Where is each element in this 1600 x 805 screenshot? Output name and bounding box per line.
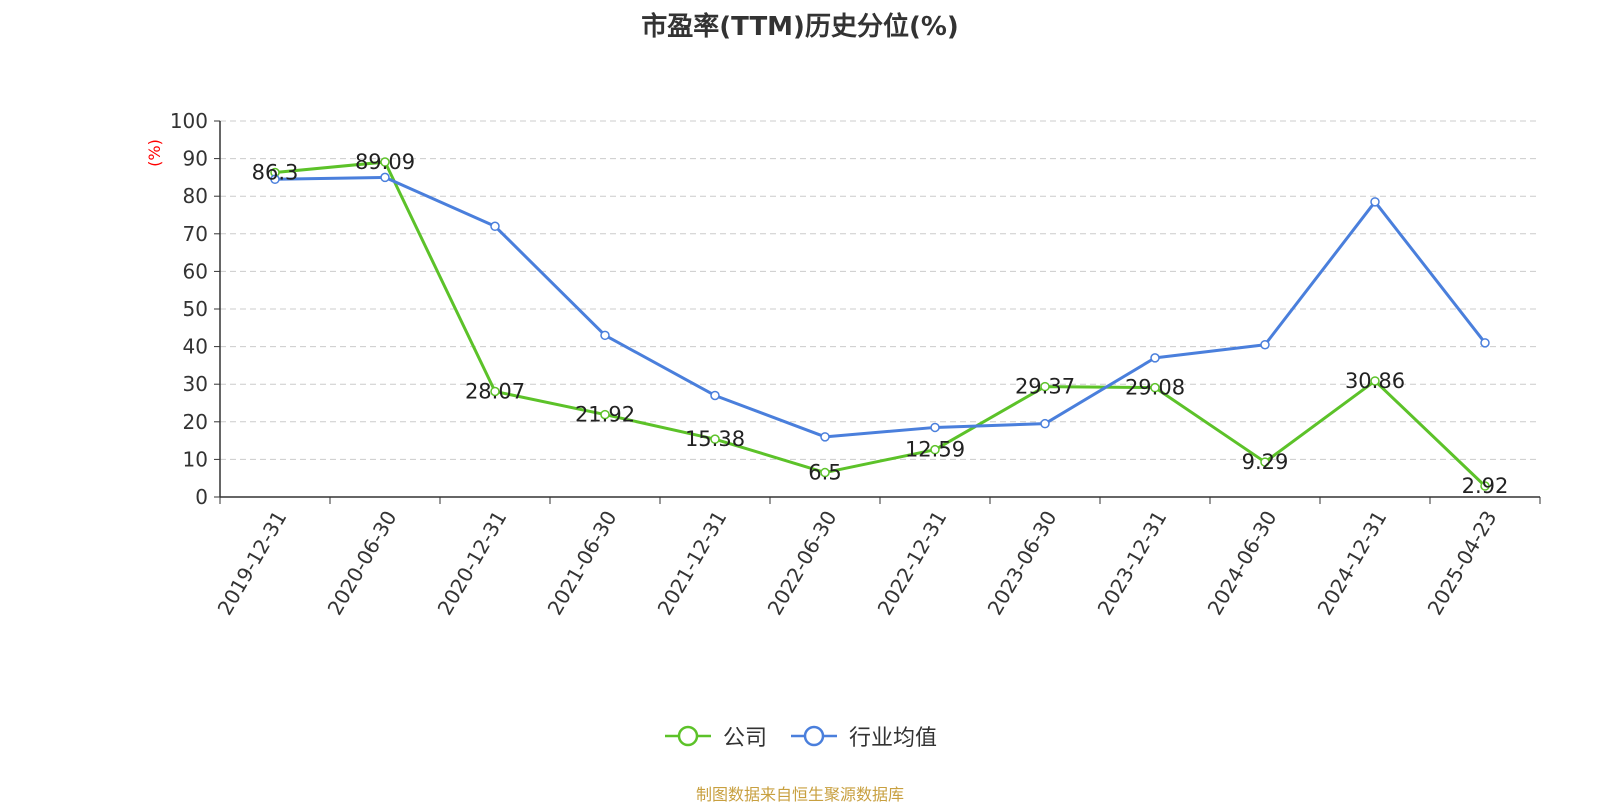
legend-label: 公司 [722, 726, 767, 751]
data-point [1480, 338, 1490, 348]
data-label: 12.59 [905, 438, 965, 462]
data-point [710, 434, 720, 444]
data-point [820, 432, 830, 442]
data-point [490, 221, 500, 232]
y-tick-label: 100 [170, 109, 208, 133]
x-tick-label: 2025-04-23 [1423, 507, 1502, 620]
data-point [1260, 339, 1270, 350]
source-note: 制图数据来自恒生聚源数据库 [695, 785, 904, 804]
data-label: 28.07 [465, 379, 525, 403]
data-point [1480, 481, 1490, 491]
data-point [270, 174, 280, 185]
x-tick-label: 2024-06-30 [1203, 507, 1282, 620]
data-point [380, 172, 390, 183]
x-tick-label: 2023-06-30 [983, 507, 1062, 620]
x-tick-label: 2024-12-31 [1313, 507, 1392, 620]
data-label: 21.92 [575, 403, 635, 427]
data-labels: 86.3 89.09 28.07 21.92 15.38 6.5 12.59 29.37 29.… [252, 150, 1509, 498]
grid-lines [220, 120, 1540, 460]
data-label: 29.08 [1125, 376, 1185, 400]
chart-title: 市盈率(TTM)历史分位(%) [641, 12, 959, 42]
x-tick-label: 2021-12-31 [653, 507, 732, 620]
y-tick-label: 70 [183, 222, 208, 246]
data-point [380, 157, 390, 167]
legend-marker-icon [791, 725, 837, 747]
legend-marker-icon [664, 725, 711, 747]
data-point [1150, 382, 1160, 393]
data-point [820, 467, 830, 478]
data-point [930, 422, 940, 433]
y-tick-label: 20 [183, 410, 208, 434]
data-point [1150, 353, 1160, 363]
data-point [1370, 376, 1380, 386]
axes: 0 10 20 30 40 50 60 70 80 90 100 2019-12-31 2020-06-… [170, 109, 1541, 620]
legend: 公司 行业均值 [0, 720, 1600, 752]
data-point [490, 386, 500, 397]
x-tick-label: 2022-12-31 [873, 507, 952, 620]
y-tick-label: 40 [183, 335, 208, 359]
data-label: 89.09 [355, 150, 415, 174]
series-line-industry-average [274, 175, 1487, 439]
y-tick-label: 50 [183, 297, 208, 321]
y-tick-label: 0 [195, 485, 208, 509]
y-tick-label: 60 [183, 259, 208, 283]
legend-label: 行业均值 [849, 726, 938, 751]
series-layer [270, 157, 1490, 491]
y-axis-label: (%) [145, 139, 164, 167]
data-point [1040, 381, 1050, 392]
data-point [710, 390, 720, 401]
x-tick-label: 2022-06-30 [763, 507, 842, 620]
data-point [930, 444, 940, 455]
x-tick-label: 2023-12-31 [1093, 507, 1172, 620]
y-tick-label: 80 [183, 184, 208, 208]
data-point [1370, 197, 1380, 207]
y-tick-label: 90 [183, 147, 208, 171]
data-point [1260, 457, 1270, 467]
data-label: 2.92 [1462, 474, 1509, 498]
data-label: 15.38 [685, 427, 745, 451]
data-label: 86.3 [252, 161, 299, 185]
legend-item-company[interactable]: 公司 [663, 720, 767, 752]
data-point [600, 409, 610, 420]
data-label: 6.5 [808, 461, 841, 485]
y-tick-label: 30 [183, 372, 208, 396]
y-tick-label: 10 [183, 447, 208, 471]
data-label: 30.86 [1345, 369, 1405, 393]
data-label: 9.29 [1242, 450, 1289, 474]
data-point [1040, 418, 1050, 429]
legend-item-industry-average[interactable]: 行业均值 [789, 720, 937, 752]
x-tick-label: 2020-12-31 [433, 507, 512, 620]
x-tick-label: 2020-06-30 [323, 507, 402, 620]
series-line-company [274, 160, 1487, 488]
data-point [600, 330, 610, 341]
x-tick-label: 2021-06-30 [543, 507, 622, 620]
x-tick-label: 2019-12-31 [213, 507, 292, 620]
data-label: 29.37 [1015, 375, 1075, 399]
